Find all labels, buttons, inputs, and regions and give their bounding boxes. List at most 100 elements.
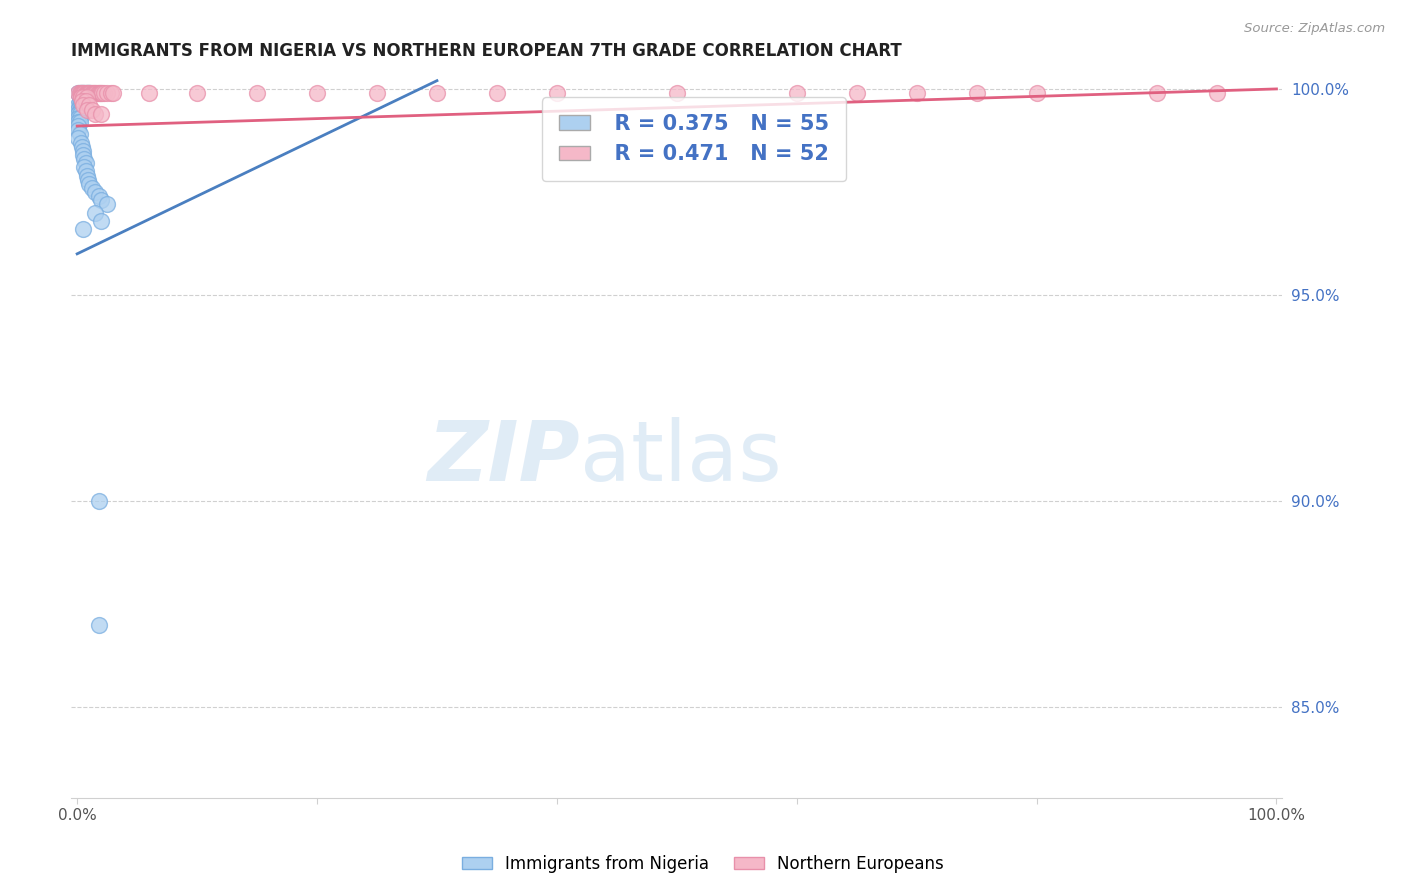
Point — [73, 161, 96, 175]
Point — [67, 106, 90, 120]
Point — [76, 169, 98, 183]
Point — [87, 494, 110, 508]
Point — [69, 103, 91, 117]
Text: ZIP: ZIP — [427, 417, 579, 498]
Point — [76, 86, 98, 100]
Point — [67, 119, 90, 133]
Point — [69, 95, 91, 109]
Point — [76, 90, 98, 104]
Point — [845, 86, 868, 100]
Point — [138, 86, 160, 100]
Point — [76, 103, 98, 117]
Point — [67, 103, 90, 117]
Point — [67, 123, 90, 137]
Point — [75, 86, 97, 100]
Point — [905, 86, 928, 100]
Point — [1205, 86, 1227, 100]
Point — [72, 90, 94, 104]
Point — [100, 86, 122, 100]
Point — [67, 86, 90, 100]
Point — [70, 90, 93, 104]
Point — [665, 86, 688, 100]
Point — [77, 86, 100, 100]
Point — [73, 90, 96, 104]
Point — [87, 86, 110, 100]
Point — [69, 98, 91, 112]
Point — [69, 115, 91, 129]
Point — [77, 177, 100, 191]
Point — [75, 95, 97, 109]
Point — [73, 86, 96, 100]
Point — [84, 205, 107, 219]
Point — [75, 164, 97, 178]
Point — [69, 86, 91, 100]
Point — [91, 86, 114, 100]
Point — [77, 86, 100, 100]
Point — [90, 193, 112, 207]
Point — [73, 86, 96, 100]
Point — [69, 103, 91, 117]
Point — [86, 86, 108, 100]
Point — [426, 86, 449, 100]
Point — [96, 197, 118, 211]
Point — [72, 148, 94, 162]
Point — [87, 618, 110, 632]
Point — [80, 86, 103, 100]
Point — [87, 189, 110, 203]
Point — [80, 103, 103, 117]
Point — [366, 86, 388, 100]
Point — [75, 156, 97, 170]
Point — [1025, 86, 1047, 100]
Point — [96, 86, 118, 100]
Point — [485, 86, 508, 100]
Point — [966, 86, 988, 100]
Point — [786, 86, 808, 100]
Point — [67, 86, 90, 100]
Point — [70, 86, 93, 100]
Point — [72, 86, 94, 100]
Point — [77, 86, 100, 100]
Point — [77, 172, 100, 186]
Legend:   R = 0.375   N = 55,   R = 0.471   N = 52: R = 0.375 N = 55, R = 0.471 N = 52 — [541, 97, 846, 181]
Point — [79, 86, 101, 100]
Point — [72, 90, 94, 104]
Point — [90, 106, 112, 120]
Point — [546, 86, 568, 100]
Point — [79, 86, 101, 100]
Point — [69, 90, 91, 104]
Point — [101, 86, 124, 100]
Point — [90, 86, 112, 100]
Point — [70, 86, 93, 100]
Point — [84, 86, 107, 100]
Text: Source: ZipAtlas.com: Source: ZipAtlas.com — [1244, 22, 1385, 36]
Point — [69, 111, 91, 125]
Point — [69, 95, 91, 109]
Point — [67, 98, 90, 112]
Point — [70, 95, 93, 109]
Point — [305, 86, 328, 100]
Point — [76, 86, 98, 100]
Point — [72, 98, 94, 112]
Point — [186, 86, 208, 100]
Point — [69, 128, 91, 142]
Point — [75, 86, 97, 100]
Point — [72, 222, 94, 236]
Point — [69, 98, 91, 112]
Point — [67, 115, 90, 129]
Point — [84, 106, 107, 120]
Point — [69, 106, 91, 120]
Point — [70, 139, 93, 153]
Legend: Immigrants from Nigeria, Northern Europeans: Immigrants from Nigeria, Northern Europe… — [456, 848, 950, 880]
Point — [67, 131, 90, 145]
Point — [77, 98, 100, 112]
Point — [77, 86, 100, 100]
Point — [89, 86, 111, 100]
Point — [80, 181, 103, 195]
Point — [84, 185, 107, 199]
Point — [246, 86, 269, 100]
Point — [73, 152, 96, 166]
Point — [1146, 86, 1168, 100]
Point — [93, 86, 115, 100]
Point — [83, 86, 105, 100]
Text: atlas: atlas — [579, 417, 782, 498]
